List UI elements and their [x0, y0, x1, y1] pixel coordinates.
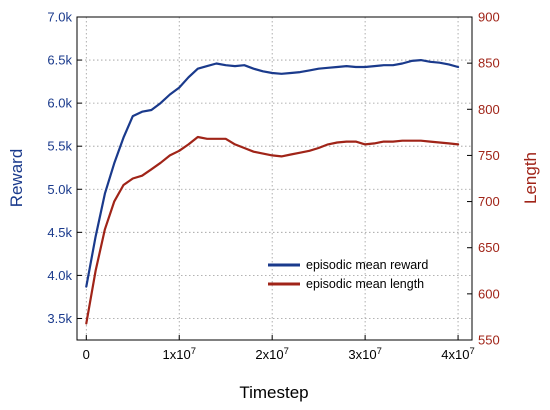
y-left-tick-label: 6.0k [47, 96, 72, 111]
y-right-tick-label: 900 [478, 10, 500, 25]
y-left-tick-label: 5.5k [47, 139, 72, 154]
y-left-tick-label: 4.0k [47, 268, 72, 283]
y-left-tick-label: 4.5k [47, 225, 72, 240]
legend-label-reward: episodic mean reward [306, 258, 428, 272]
x-tick-label: 4x107 [441, 346, 475, 362]
legend: episodic mean reward episodic mean lengt… [268, 258, 428, 291]
series-line-length [85, 135, 460, 325]
x-tick-label: 3x107 [348, 346, 382, 362]
y-left-tick-label: 3.5k [47, 311, 72, 326]
x-tick-label: 2x107 [255, 346, 289, 362]
y-left-tick-label: 7.0k [47, 10, 72, 25]
x-tick-label: 1x107 [162, 346, 196, 362]
x-tick-label: 0 [83, 347, 90, 362]
legend-label-length: episodic mean length [306, 277, 424, 291]
y-right-tick-label: 650 [478, 240, 500, 255]
axes: 0 1x107 2x107 3x107 4x107 3.5k 4.0k 4.5k 5.0k 5.5… [47, 10, 499, 363]
y-right-tick-label: 750 [478, 148, 500, 163]
y-axis-title-left: Reward [7, 149, 26, 208]
y-left-tick-label: 6.5k [47, 53, 72, 68]
series-line-reward [85, 59, 460, 288]
y-left-tick-label: 5.0k [47, 182, 72, 197]
plot-frame [76, 16, 473, 341]
y-right-tick-label: 850 [478, 56, 500, 71]
y-axis-title-right: Length [521, 152, 540, 204]
y-right-tick-label: 800 [478, 102, 500, 117]
y-right-tick-label: 600 [478, 286, 500, 301]
y-right-tick-label: 700 [478, 194, 500, 209]
x-axis-title: Timestep [239, 383, 308, 402]
y-right-tick-label: 550 [478, 333, 500, 348]
series-lines [85, 59, 460, 325]
